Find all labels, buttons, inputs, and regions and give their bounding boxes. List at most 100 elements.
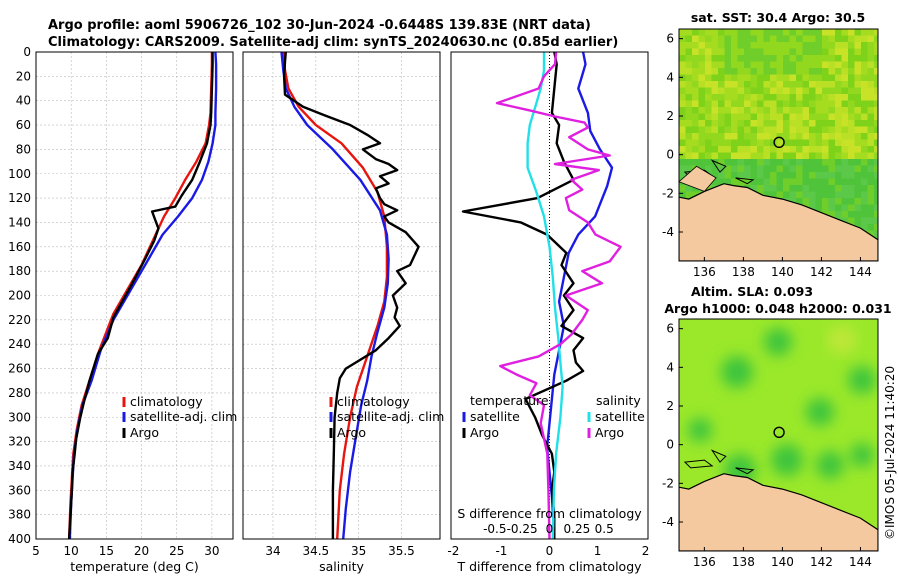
sst-pixel [815,139,823,147]
sst-pixel [841,178,849,186]
sst-pixel [809,61,816,69]
sst-pixel [685,126,693,134]
sst-pixel [874,165,878,173]
sst-pixel [841,81,849,88]
sst-pixel [828,146,836,153]
sst-pixel [783,126,790,134]
sst-pixel [776,178,784,186]
sst-pixel [867,185,875,192]
sst-pixel [783,94,790,101]
sst-pixel [744,48,751,56]
sst-pixel [750,133,758,140]
sst-pixel [848,172,855,179]
sst-pixel [835,178,842,186]
sst-pixel [698,68,706,75]
sst-pixel [822,178,829,186]
sst-pixel [796,81,803,88]
legend-label: satellite [595,409,645,424]
sst-pixel [711,29,719,36]
sst-pixel [815,87,823,95]
sst-pixel [692,87,699,95]
sst-pixel [815,159,823,166]
sst-pixel [757,152,764,160]
sst-pixel [841,139,849,147]
sst-pixel [731,81,738,88]
sst-pixel [744,159,751,166]
sst-pixel [815,152,823,160]
sst-pixel [731,55,738,62]
sst-pixel [763,172,771,179]
sst-pixel [685,55,693,62]
sla-anomaly-blob [816,451,844,479]
sst-pixel [724,87,732,95]
sst-pixel [841,120,849,127]
sal-xlabel: salinity [319,559,364,574]
sst-pixel [822,68,829,75]
sst-pixel [783,87,790,95]
sst-pixel [822,42,829,49]
sst-lon-label: 136 [693,265,716,279]
sst-pixel [796,133,803,140]
sst-pixel [809,74,816,82]
sst-pixel [796,74,803,82]
sst-pixel [763,81,771,88]
sst-pixel [841,35,849,43]
depth-ytick-label: 160 [8,240,31,254]
sst-pixel [854,87,862,95]
sst-pixel [763,61,771,69]
sst-pixel [711,55,719,62]
sst-pixel [861,217,868,225]
sst-pixel [679,68,686,75]
sst-pixel [750,107,758,114]
sst-pixel [867,42,875,49]
sst-pixel [835,165,842,173]
sst-pixel [679,159,686,166]
legend-label: Argo [595,425,624,440]
sst-pixel [698,120,706,127]
sst-pixel [841,87,849,95]
sst-pixel [744,81,751,88]
legend-label: satellite-adj. clim [130,409,237,424]
sst-pixel [867,107,875,114]
sst-pixel [750,139,758,147]
sst-map-title: sat. SST: 30.4 Argo: 30.5 [691,10,865,25]
sst-pixel [763,29,771,36]
sst-pixel [841,48,849,56]
sst-pixel [679,185,686,192]
sst-pixel [776,87,784,95]
sal-xtick-label: 35.5 [388,544,415,558]
sst-pixel [828,81,836,88]
sst-pixel [757,35,764,43]
depth-ytick-label: 140 [8,215,31,229]
sst-pixel [776,126,784,134]
sst-pixel [809,113,816,121]
sst-pixel [835,159,842,166]
sst-pixel [867,139,875,147]
sst-pixel [841,74,849,82]
tdiff-xtick-label: 2 [642,544,650,558]
sst-lat-label: -2 [662,186,674,200]
sst-pixel [750,68,758,75]
sst-pixel [822,204,829,212]
sst-pixel [705,61,712,69]
sst-pixel [822,152,829,160]
sst-pixel [828,120,836,127]
sst-pixel [750,35,758,43]
sst-pixel [757,113,764,121]
sst-lat-label: 6 [666,32,674,46]
sst-pixel [757,126,764,134]
sst-pixel [861,126,868,134]
sst-pixel [809,87,816,95]
sst-pixel [692,126,699,134]
sst-pixel [698,35,706,43]
sst-pixel [841,204,849,212]
sst-pixel [744,113,751,121]
sst-pixel [861,198,868,205]
sst-pixel [809,29,816,36]
sst-pixel [802,100,810,108]
sst-pixel [698,55,706,62]
sst-pixel [867,172,875,179]
sst-pixel [783,35,790,43]
sst-pixel [737,133,745,140]
sst-pixel [783,74,790,82]
